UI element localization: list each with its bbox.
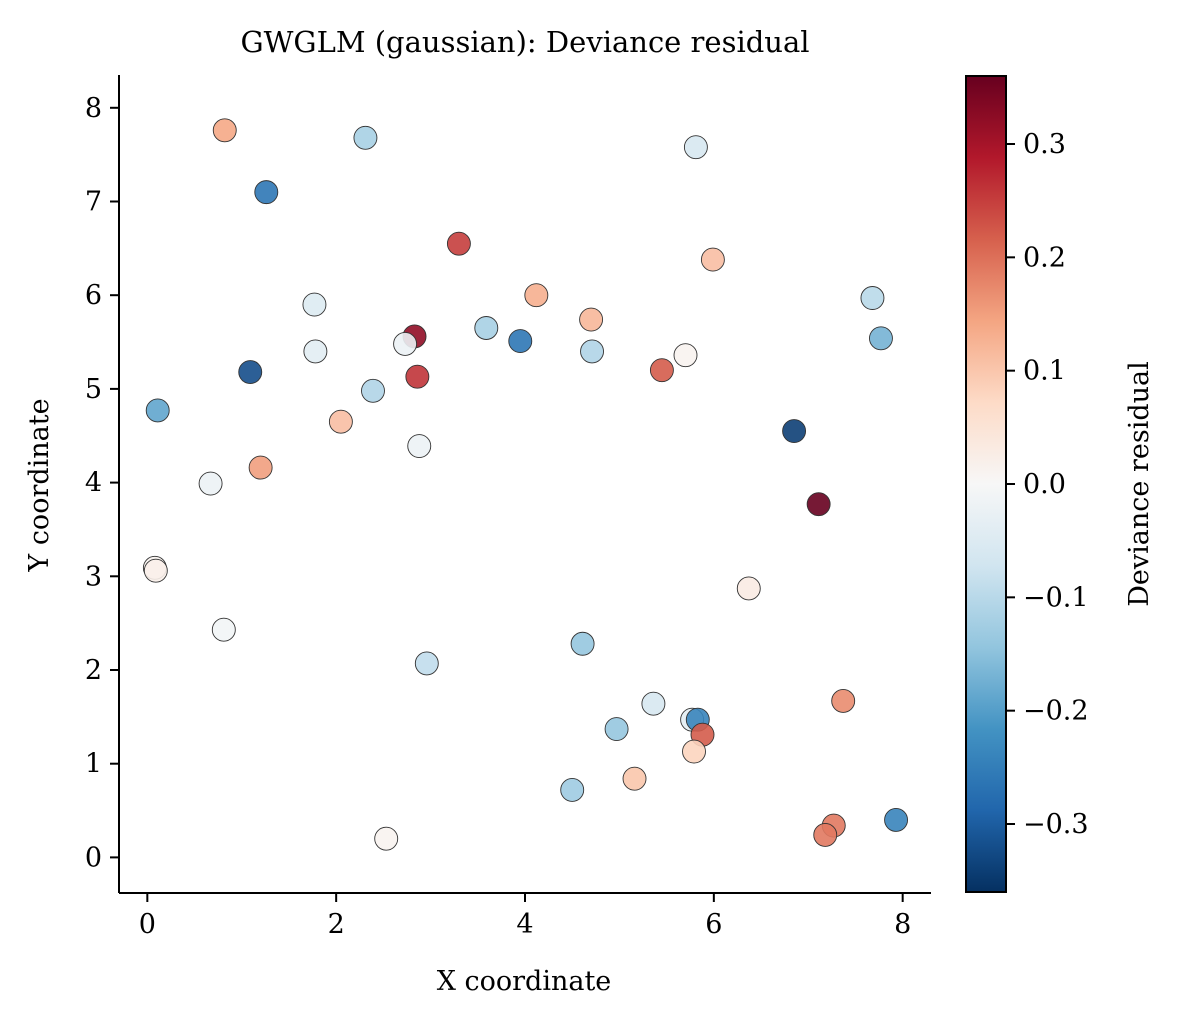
y-tick-label: 2	[85, 655, 102, 686]
scatter-point	[782, 419, 807, 444]
x-tick-label: 4	[516, 909, 533, 940]
scatter-point	[508, 329, 533, 354]
scatter-point	[682, 739, 706, 764]
scatter-point	[145, 398, 170, 423]
scatter-point	[831, 688, 856, 713]
scatter-point	[622, 766, 647, 791]
x-axis-ticks: 0 2 4 6 8	[139, 893, 911, 940]
scatter-point	[604, 717, 629, 741]
y-tick-label: 6	[85, 280, 102, 311]
colorbar-tick-label: 0.3	[1023, 129, 1066, 160]
scatter-point	[198, 471, 223, 496]
y-tick-label: 7	[85, 186, 102, 217]
y-axis-ticks: 0 1 2 3 4 5 6 7 8	[85, 93, 119, 873]
scatter-point	[700, 247, 725, 272]
scatter-point	[248, 455, 273, 480]
scatter-point	[813, 822, 838, 847]
scatter-point	[374, 826, 399, 851]
scatter-point	[212, 118, 237, 143]
scatter-points	[142, 118, 909, 851]
colorbar-label: Deviance residual	[1124, 361, 1155, 606]
colorbar-tick-label: −0.1	[1023, 582, 1089, 613]
y-tick-label: 5	[85, 374, 102, 405]
scatter-point	[302, 292, 327, 317]
scatter-point	[570, 631, 595, 656]
y-tick-label: 8	[85, 93, 102, 124]
colorbar-tick-label: 0.1	[1023, 356, 1066, 387]
scatter-point	[580, 339, 604, 364]
scatter-point	[211, 617, 236, 642]
scatter-point	[393, 331, 418, 356]
scatter-point	[328, 409, 353, 434]
scatter-point	[405, 364, 430, 389]
x-tick-label: 2	[328, 909, 345, 940]
scatter-point	[303, 339, 328, 364]
scatter-point	[361, 378, 385, 403]
x-tick-label: 6	[705, 909, 722, 940]
scatter-point	[524, 283, 549, 308]
scatter-point	[860, 286, 885, 310]
scatter-point	[446, 231, 471, 256]
x-axis-label: X coordinate	[437, 966, 612, 997]
scatter-point	[254, 180, 279, 205]
scatter-point	[353, 125, 378, 150]
y-axis-label: Y coordinate	[24, 398, 55, 572]
chart-title: GWGLM (gaussian): Deviance residual	[240, 25, 809, 59]
colorbar-ticks: −0.3 −0.2 −0.1 0.0 0.1 0.2 0.3	[1006, 129, 1089, 840]
scatter-point	[736, 576, 761, 601]
scatter-point	[884, 807, 909, 832]
scatter-point	[414, 651, 439, 676]
colorbar-tick-label: 0.0	[1023, 469, 1066, 500]
scatter-point	[238, 360, 263, 384]
scatter-point	[407, 434, 432, 459]
colorbar-tick-label: −0.2	[1023, 696, 1089, 727]
y-tick-label: 4	[85, 468, 102, 499]
y-tick-label: 0	[85, 842, 102, 873]
scatter-point	[869, 326, 893, 351]
scatter-point	[806, 492, 831, 517]
y-tick-label: 1	[85, 749, 102, 780]
colorbar-tick-label: −0.3	[1023, 809, 1089, 840]
y-tick-label: 3	[85, 561, 102, 592]
x-tick-label: 8	[894, 909, 911, 940]
scatter-point	[560, 777, 585, 802]
scatter-point	[673, 343, 698, 368]
scatter-point	[143, 558, 168, 583]
colorbar	[965, 75, 1007, 893]
scatter-point	[649, 358, 674, 383]
x-tick-label: 0	[139, 909, 156, 940]
scatter-point	[474, 316, 499, 340]
colorbar-tick-label: 0.2	[1023, 242, 1066, 273]
scatter-point	[641, 691, 666, 716]
scatter-point	[683, 135, 708, 160]
scatter-point	[579, 307, 604, 332]
